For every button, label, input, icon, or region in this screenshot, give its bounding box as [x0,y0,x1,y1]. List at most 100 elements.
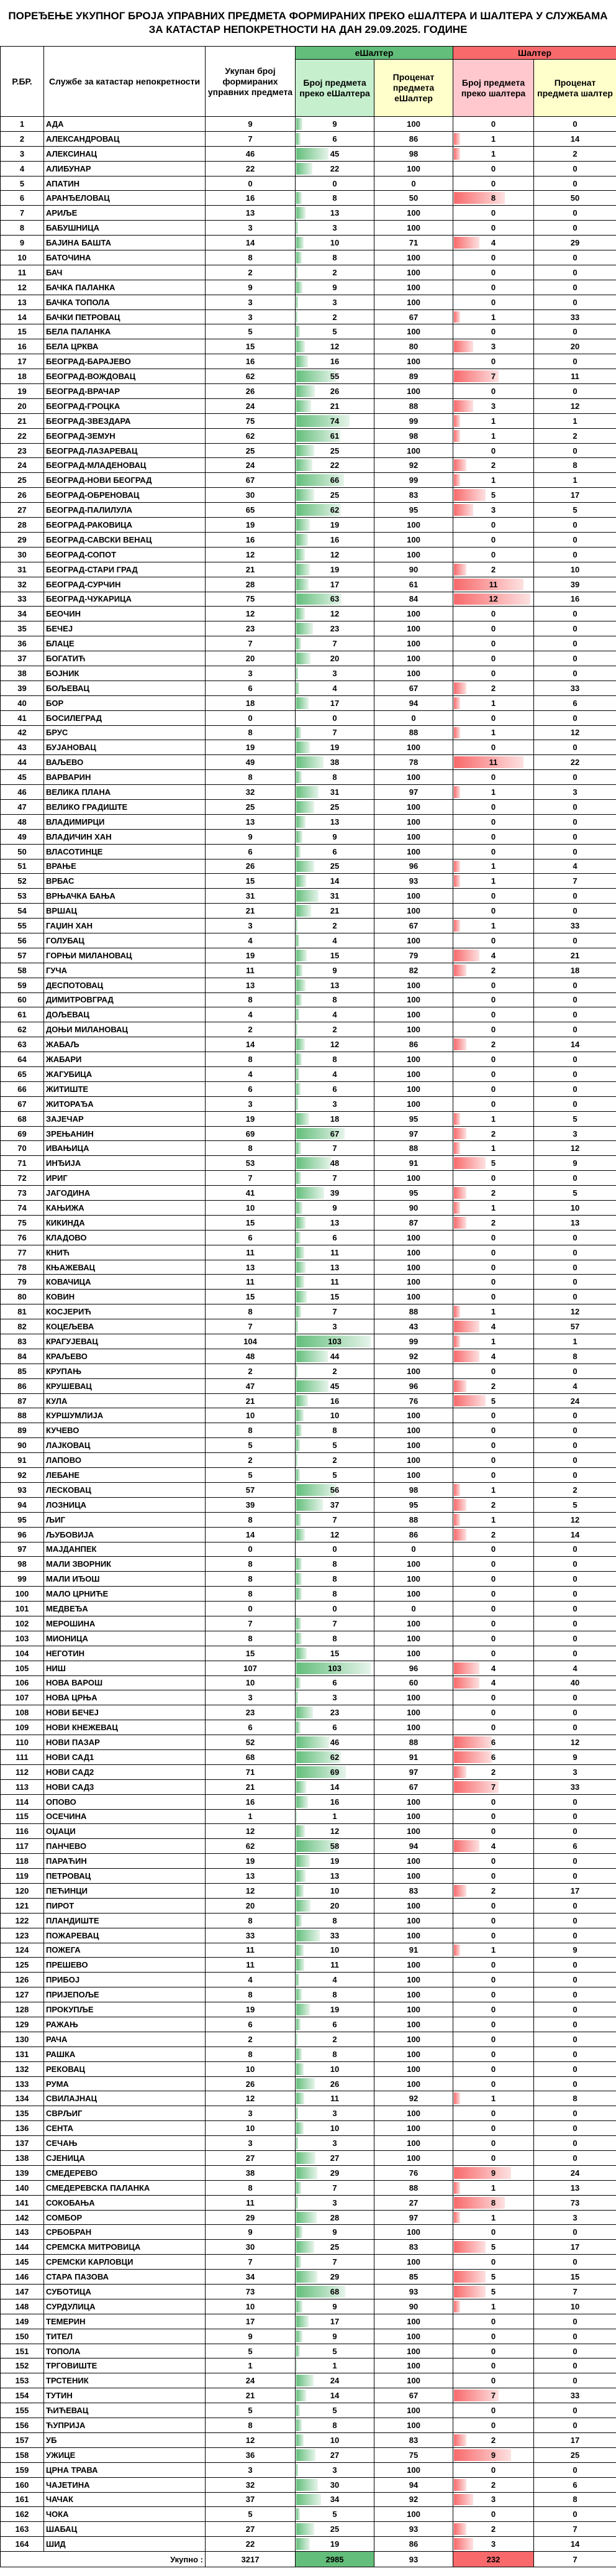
cell: 49 [205,754,296,771]
cell-value: 4 [491,238,496,248]
cell: 8 [205,1556,296,1572]
cell: 33 [533,2388,616,2404]
cell: 1 [453,725,535,741]
office-name: РЕКОВАЦ [43,2061,206,2077]
cell: 0 [205,175,296,191]
cell: 0 [533,1912,616,1928]
cell: 2 [453,1497,535,1513]
office-name: БЕЧЕЈ [43,621,206,637]
cell: 2 [295,1452,374,1469]
cell: 7 [533,2551,616,2568]
data-bar [296,341,305,353]
data-bar [454,1127,467,1140]
cell: 5 [453,2239,535,2255]
data-bar [454,2390,499,2402]
cell: 13 [295,205,374,221]
cell-value: 7 [332,2183,337,2193]
cell: 100 [373,1868,454,1884]
cell: 24 [295,2373,374,2389]
cell: 0 [533,264,616,280]
cell: 100 [373,636,454,652]
cell: 52 [205,1735,296,1750]
office-name: РУМА [43,2076,206,2092]
cell-value: 3 [332,1099,337,1109]
cell: 0 [295,1601,374,1616]
data-bar [296,1721,301,1734]
office-name: КЛАДОВО [43,1229,206,1245]
cell: 0 [533,828,616,845]
office-name: БАЧКА ПАЛАНКА [43,279,206,295]
office-name: ЗРЕЊАНИН [43,1125,206,1142]
cell: 19 [295,1853,374,1869]
cell-value: 0 [491,1604,496,1613]
data-bar [296,1632,302,1644]
cell: 3 [295,665,374,681]
cell: 0 [453,710,535,726]
cell-value: 12 [330,609,340,619]
cell-value: 5 [332,2406,337,2416]
office-name: ИВАЊИЦА [43,1140,206,1157]
data-bar [454,459,467,472]
row: 18 БЕОГРАД-ВОЖДОВАЦ 62 55 89 7 11 [0,369,616,385]
cell: 9 [295,279,374,295]
cell-value: 0 [491,282,496,292]
row: 48 ВЛАДИМИРЦИ 13 13 100 0 0 [0,814,616,830]
cell: 8 [205,1423,296,1439]
office-name: ПОЖАРЕВАЦ [43,1927,206,1943]
cell: 80 [0,1289,44,1305]
cell: 0 [533,354,616,370]
cell-value: 56 [330,1485,340,1495]
cell-value: 9 [332,1203,337,1212]
data-bar [454,147,461,160]
cell: 0 [533,1720,616,1736]
cell: 7 [205,131,296,147]
office-name: ОПОВО [43,1794,206,1810]
row: 108 НОВИ БЕЧЕЈ 23 23 100 0 0 [0,1705,616,1721]
data-bar [454,1216,467,1229]
cell: 6 [205,843,296,859]
cell: 16 [205,190,296,206]
office-name: ГАЏИН ХАН [43,918,206,933]
cell: 0 [453,1244,535,1260]
table: Р.БР. Службе за катастар непокретности У… [0,46,616,2568]
data-bar [296,489,315,502]
cell: 0 [533,383,616,399]
office-name: НОВИ БЕЧЕЈ [43,1705,206,1721]
data-bar [296,2152,316,2164]
cell: 1 [533,1334,616,1349]
cell: 37 [205,2491,296,2508]
cell: 0 [533,294,616,310]
cell: 2 [453,457,535,474]
cell: 12 [205,546,296,562]
cell: 164 [0,2536,44,2552]
cell: 0 [533,2017,616,2032]
cell: 153 [0,2373,44,2389]
cell-value: 0 [491,639,496,649]
cell: 5 [295,2506,374,2523]
row: 22 БЕОГРАД-ЗЕМУН 62 61 98 1 2 [0,428,616,444]
cell: 0 [533,2120,616,2137]
cell-value: 31 [330,891,340,901]
data-bar [454,2300,461,2312]
cell: 108 [0,1705,44,1721]
cell: 100 [373,1853,454,1869]
data-bar [454,311,461,323]
cell: 15 [205,1214,296,1231]
cell-value: 4 [491,1678,496,1688]
data-bar [296,2449,316,2461]
cell: 9 [295,2224,374,2240]
office-name: МЕРОШИНА [43,1615,206,1631]
data-bar [454,727,461,739]
office-name: КНИЋ [43,1244,206,1260]
row: 7 АРИЉЕ 13 13 100 0 0 [0,205,616,221]
cell: 0 [453,2328,535,2344]
data-bar [296,845,301,858]
cell-value: 0 [332,1604,337,1613]
cell-value: 2 [491,1129,496,1139]
office-name: АДА [43,116,206,132]
row: 53 ВРЊАЧКА БАЊА 31 31 100 0 0 [0,888,616,904]
cell: 100 [373,1586,454,1602]
cell: 12 [205,1882,296,1899]
cell: 146 [0,2269,44,2285]
cell: 10 [205,2298,296,2314]
